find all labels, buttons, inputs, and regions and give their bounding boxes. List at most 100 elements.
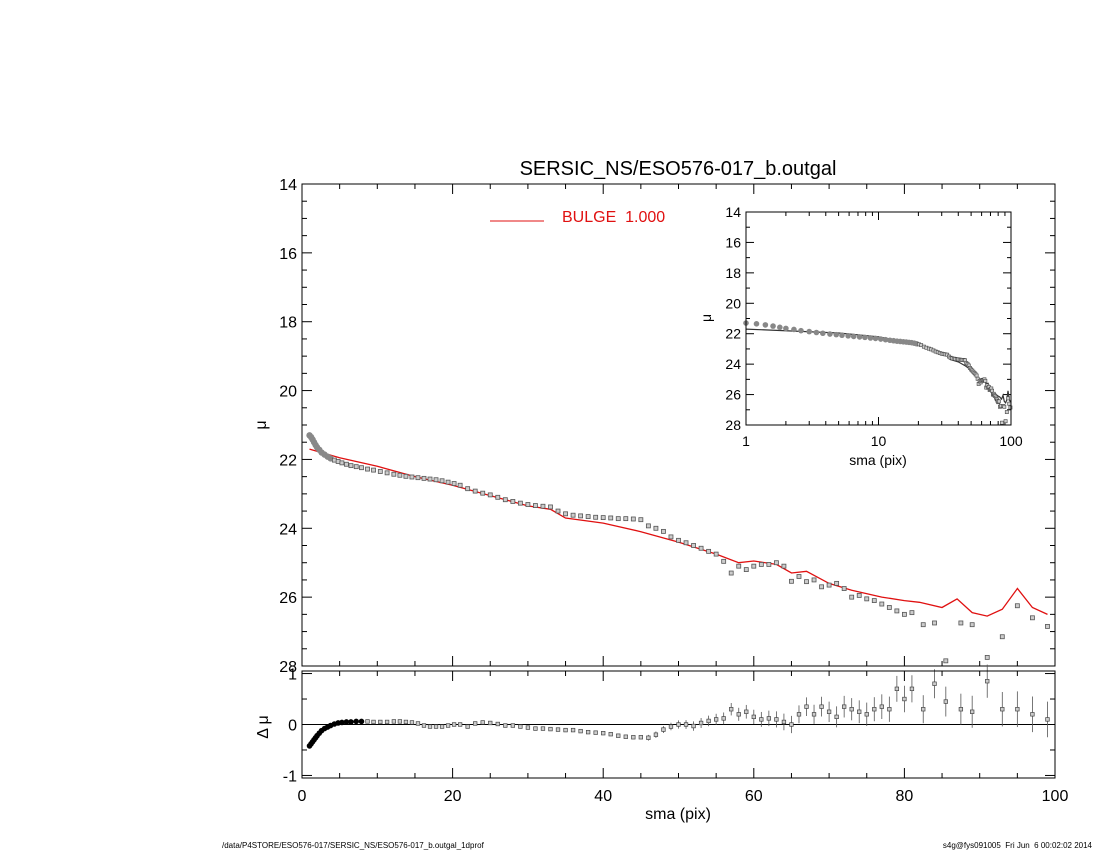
residual-point [932,681,937,686]
main-y-axis-label: μ [253,420,270,429]
residual-point [1000,707,1005,712]
main-y-tick-label: 16 [279,246,297,263]
data-point [841,586,847,591]
data-point [472,488,478,494]
inset-data-point [798,327,804,334]
residual-point [457,722,463,727]
residual-point [533,726,538,731]
inset-data-point [770,323,776,329]
inset-y-tick-label: 22 [725,326,741,342]
data-point [661,528,666,534]
residual-point [970,709,975,714]
residual-point [736,712,741,717]
residual-point [864,712,869,717]
data-point [409,474,415,480]
residual-point [439,724,445,729]
inset-data-point [762,322,769,328]
data-point [721,558,727,564]
main-y-tick-label: 14 [279,177,297,194]
x-axis-label: sma (pix) [645,806,711,823]
inset-data-point [882,336,889,343]
inset-data-point [856,334,863,340]
data-point [713,551,719,557]
residual-point [713,717,719,722]
residual-point [759,717,764,722]
residual-point [894,686,900,691]
data-point [600,515,606,521]
residual-point [391,719,397,724]
inset-data-point [1008,405,1013,410]
residual-point [433,724,439,729]
residual-point [616,733,621,738]
inset-data-point [1006,396,1010,401]
residual-point [729,707,734,712]
data-point [533,503,538,508]
residual-point [751,714,756,720]
data-point [384,470,390,476]
inset-x-tick-label: 10 [871,433,887,449]
data-point [540,503,546,509]
residual-point [503,723,508,728]
data-point [1030,615,1035,621]
data-point [864,596,870,602]
main-y-tick-label: 26 [279,590,297,607]
residual-plot-panel: 10-10 20 40 60 80 100 [283,664,1068,805]
residual-point [495,721,500,727]
data-point [932,620,937,626]
data-point [826,582,832,588]
inset-y-tick-label: 20 [725,295,741,311]
data-point [834,580,840,586]
data-point [548,504,553,510]
data-point [371,467,376,473]
data-point [811,577,817,583]
data-point [736,563,742,569]
residual-point [608,732,613,737]
data-point [751,563,757,569]
data-point [570,512,576,518]
data-point [480,490,486,496]
residual-point [668,724,674,729]
data-point [427,476,433,482]
residual-point [427,724,433,729]
residual-point [985,679,990,684]
residual-point [570,727,576,733]
data-point [397,472,403,478]
residual-point [601,731,606,736]
data-point [359,465,364,471]
residual-point [563,727,568,733]
residual-point [445,723,451,728]
residual-point [943,699,948,704]
data-point [902,611,907,617]
residual-point [593,730,598,735]
chart-title: SERSIC_NS/ESO576-017_b.outgal [520,158,837,180]
residual-point [826,709,832,714]
residual-point [421,723,427,728]
residual-point [555,727,561,732]
x-tick-label: 0 [298,788,307,805]
residual-point [781,719,787,725]
main-y-tick-label: 18 [279,315,297,332]
inset-data-point [983,378,988,383]
data-point [487,492,493,498]
inset-y-tick-label: 26 [725,387,741,403]
data-point [377,469,383,474]
inset-data-point [850,333,857,340]
residual-y-tick-label: 0 [288,718,297,735]
data-point [495,494,501,500]
main-y-tick-label: 22 [279,452,297,469]
data-point [698,545,704,551]
residual-point [796,712,802,717]
residual-point [465,724,470,729]
data-point [706,548,712,554]
inset-data-point [1000,420,1004,425]
inset-data-point [791,326,797,333]
residual-point [789,722,794,727]
residual-point [397,719,403,724]
data-point [415,475,421,481]
inset-data-point [777,324,783,331]
data-point [525,502,531,507]
residual-point [691,723,696,729]
data-point [999,634,1005,640]
residual-point [646,735,651,740]
residual-point [339,719,345,726]
